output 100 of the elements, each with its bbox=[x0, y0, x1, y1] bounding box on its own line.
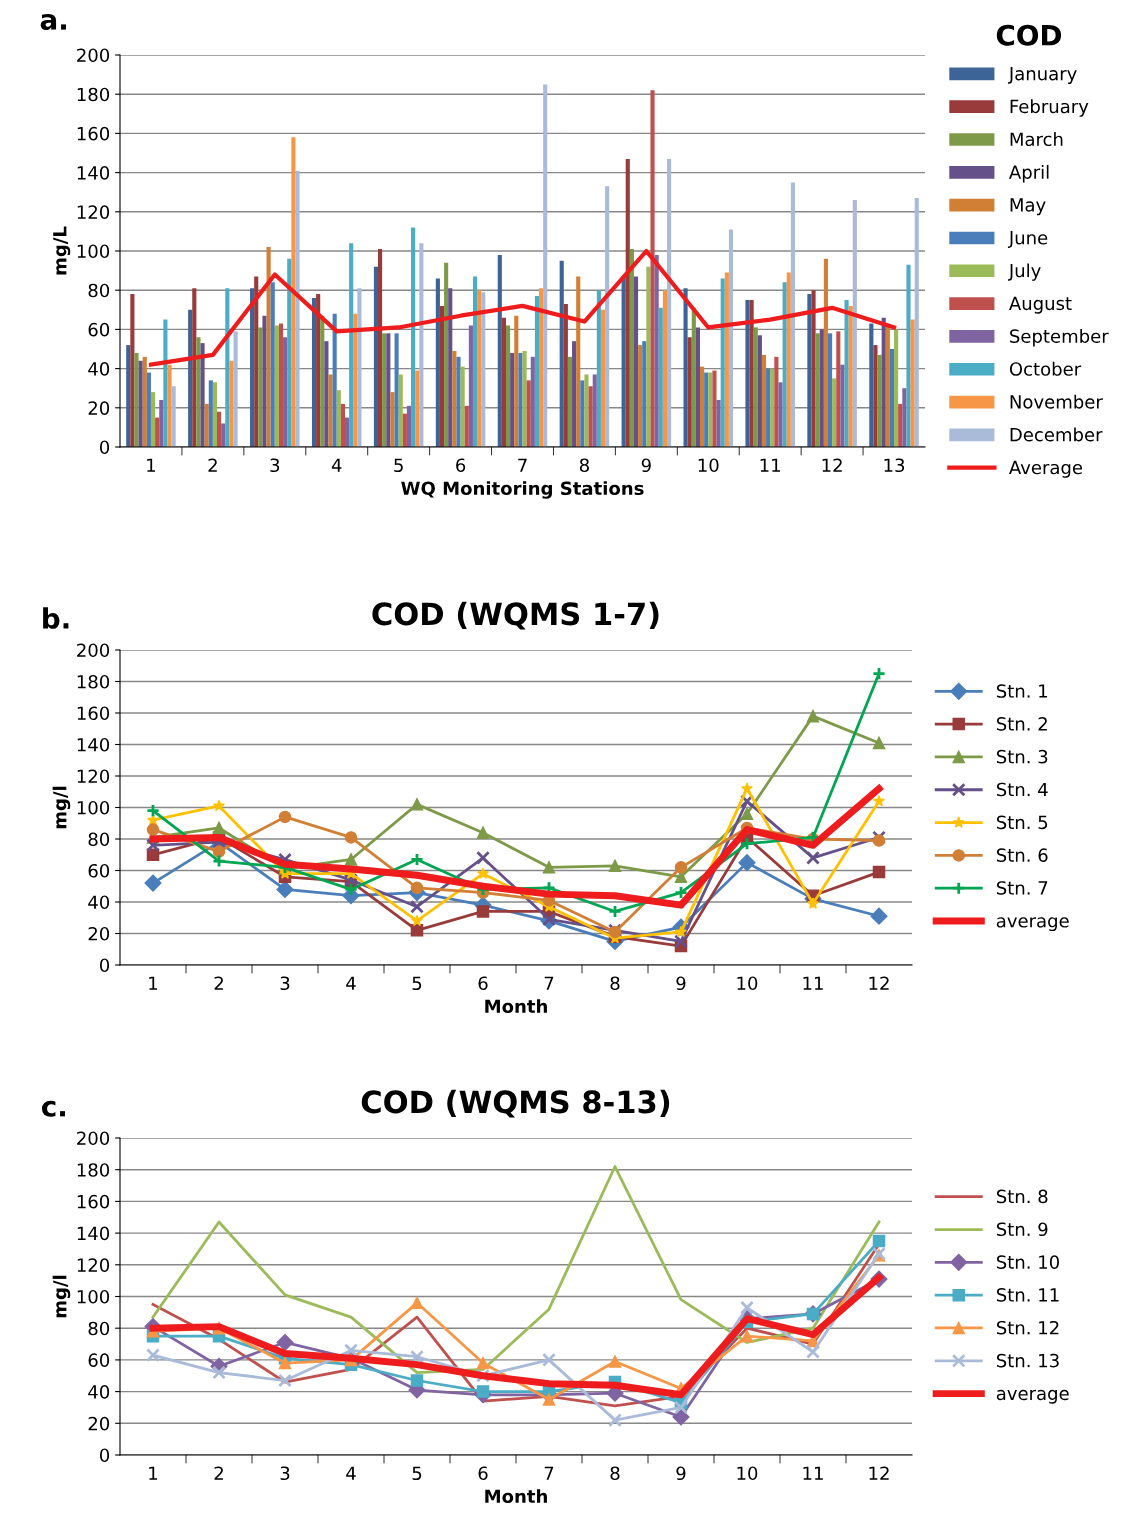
y-tick-label: 80 bbox=[88, 832, 110, 847]
chart-title: COD (WQMS 1-7) bbox=[372, 601, 659, 630]
x-tick-label: 1 bbox=[147, 458, 156, 472]
y-tick-label: 40 bbox=[88, 895, 110, 910]
x-tick-label: 11 bbox=[803, 1466, 823, 1480]
y-tick-label: 20 bbox=[88, 1416, 110, 1431]
y-tick-label: 200 bbox=[77, 1131, 110, 1146]
legend-label: Stn. 2 bbox=[996, 717, 1047, 731]
y-tick-label: 40 bbox=[88, 1385, 110, 1399]
y-tick-label: 20 bbox=[88, 401, 110, 415]
y-tick-label: 180 bbox=[77, 87, 110, 102]
legend-label: January bbox=[1007, 67, 1077, 84]
x-tick-label: 12 bbox=[822, 458, 842, 472]
legend-label: Stn. 7 bbox=[996, 881, 1048, 895]
y-tick-label: 60 bbox=[88, 1353, 110, 1368]
y-tick-label: 120 bbox=[77, 1258, 110, 1272]
text: c. bbox=[41, 1100, 65, 1117]
x-tick-label: 7 bbox=[544, 1466, 554, 1480]
y-tick-label: 60 bbox=[88, 322, 110, 337]
x-tick-label: 2 bbox=[214, 976, 223, 990]
y-tick-label: 40 bbox=[88, 362, 110, 376]
y-tick-label: 100 bbox=[77, 1289, 110, 1304]
legend-label: Stn. 10 bbox=[996, 1255, 1059, 1269]
x-tick-label: 5 bbox=[394, 458, 403, 473]
legend-label: average bbox=[996, 917, 1069, 932]
y-tick-label: 80 bbox=[88, 283, 110, 298]
legend-label: June bbox=[1007, 231, 1048, 248]
chart-title: COD (WQMS 8-13) bbox=[361, 1089, 670, 1118]
x-tick-label: 10 bbox=[737, 1466, 758, 1481]
y-axis-title: mg/L bbox=[53, 226, 71, 275]
legend-label: September bbox=[1010, 329, 1109, 347]
legend-label: Stn. 13 bbox=[996, 1353, 1059, 1368]
x-tick-label: 2 bbox=[208, 458, 217, 472]
x-tick-label: 13 bbox=[884, 458, 905, 473]
y-tick-label: 180 bbox=[77, 674, 110, 689]
x-tick-label: 6 bbox=[478, 976, 488, 991]
y-tick-label: 100 bbox=[77, 244, 110, 259]
x-tick-label: 1 bbox=[149, 1466, 158, 1480]
y-axis-title: mg/l bbox=[52, 786, 71, 829]
legend-label: March bbox=[1010, 132, 1063, 147]
y-tick-label: 0 bbox=[99, 440, 110, 455]
y-tick-label: 0 bbox=[99, 1448, 110, 1463]
legend-label: Average bbox=[1009, 460, 1083, 478]
x-tick-label: 4 bbox=[346, 976, 356, 990]
legend-label: Stn. 4 bbox=[996, 782, 1048, 797]
x-tick-label: 8 bbox=[579, 458, 589, 473]
x-tick-label: 7 bbox=[518, 458, 527, 472]
legend-label: February bbox=[1010, 99, 1089, 117]
y-tick-label: 0 bbox=[99, 958, 110, 973]
legend-label: Stn. 6 bbox=[996, 848, 1048, 862]
x-tick-label: 4 bbox=[346, 1466, 356, 1480]
legend-label: Stn. 11 bbox=[996, 1288, 1059, 1302]
legend-label: November bbox=[1010, 394, 1103, 409]
y-tick-label: 140 bbox=[77, 166, 110, 180]
y-tick-label: 160 bbox=[77, 126, 110, 141]
legend-label: July bbox=[1007, 263, 1041, 281]
y-tick-label: 200 bbox=[77, 48, 110, 63]
legend-label: October bbox=[1009, 361, 1082, 376]
y-tick-label: 140 bbox=[77, 1226, 110, 1241]
y-tick-label: 160 bbox=[77, 1194, 110, 1209]
legend-label: August bbox=[1009, 296, 1072, 314]
y-tick-label: 160 bbox=[77, 706, 110, 721]
y-tick-label: 200 bbox=[77, 643, 110, 658]
x-tick-label: 9 bbox=[676, 976, 686, 991]
x-tick-label: 3 bbox=[270, 458, 280, 473]
legend-label: Stn. 12 bbox=[996, 1320, 1059, 1335]
y-tick-label: 120 bbox=[77, 205, 110, 219]
x-axis-title: Month bbox=[485, 999, 547, 1014]
legend-label: Stn. 5 bbox=[996, 815, 1048, 830]
x-axis-title: WQ Monitoring Stations bbox=[401, 481, 644, 499]
legend-label: April bbox=[1009, 164, 1049, 183]
x-tick-label: 10 bbox=[698, 458, 719, 473]
x-tick-label: 11 bbox=[803, 976, 823, 990]
x-tick-label: 9 bbox=[641, 458, 651, 473]
legend-label: Stn. 8 bbox=[996, 1189, 1048, 1204]
x-tick-label: 6 bbox=[478, 1466, 488, 1481]
y-tick-label: 120 bbox=[77, 769, 110, 784]
x-tick-label: 1 bbox=[149, 976, 158, 990]
legend-label: Stn. 1 bbox=[996, 684, 1048, 698]
x-tick-label: 5 bbox=[412, 976, 422, 991]
y-tick-label: 80 bbox=[88, 1321, 110, 1336]
legend-title: COD bbox=[996, 24, 1062, 46]
x-tick-label: 12 bbox=[869, 976, 889, 990]
x-tick-label: 7 bbox=[544, 976, 554, 990]
y-tick-label: 180 bbox=[77, 1163, 110, 1177]
x-tick-label: 4 bbox=[331, 458, 342, 472]
legend-label: December bbox=[1010, 427, 1103, 442]
x-tick-label: 6 bbox=[456, 458, 466, 473]
legend-label: Stn. 3 bbox=[996, 749, 1048, 764]
x-tick-label: 8 bbox=[610, 976, 620, 991]
x-tick-label: 11 bbox=[760, 458, 781, 472]
x-tick-label: 3 bbox=[280, 976, 290, 991]
x-tick-label: 9 bbox=[676, 1466, 686, 1481]
y-tick-label: 60 bbox=[88, 863, 110, 878]
legend-label: May bbox=[1010, 198, 1046, 216]
x-tick-label: 12 bbox=[869, 1466, 889, 1480]
legend-label: Stn. 9 bbox=[996, 1222, 1048, 1237]
legend-label: average bbox=[996, 1389, 1069, 1404]
y-axis-title: mg/l bbox=[52, 1275, 71, 1318]
y-tick-label: 100 bbox=[77, 800, 110, 815]
